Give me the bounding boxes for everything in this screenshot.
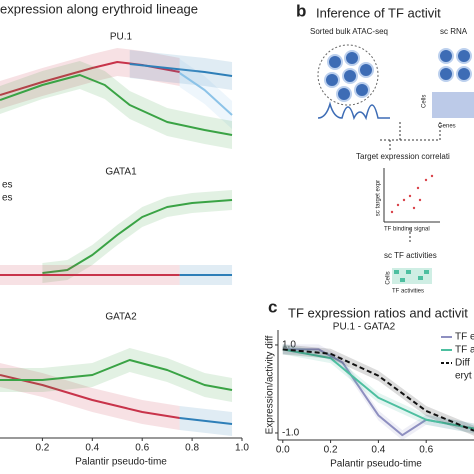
label: TF activities	[392, 289, 424, 295]
cell-cluster	[317, 44, 474, 150]
label: Genes	[438, 124, 456, 130]
line	[179, 72, 233, 116]
y-tick-label: 1.0	[282, 340, 296, 351]
chart-title: PU.1	[110, 32, 133, 43]
legend-label: eryt	[455, 371, 472, 382]
line	[179, 417, 233, 425]
x-tick-label: 0.0	[276, 445, 290, 456]
confidence-band	[179, 59, 233, 129]
confidence-band	[0, 348, 233, 402]
label: sc RNA	[440, 27, 468, 36]
line	[282, 348, 474, 432]
legend-label: Diff	[455, 358, 470, 369]
activity-grid	[392, 268, 432, 284]
x-tick-label: 0.8	[185, 443, 199, 454]
legend-label: es	[2, 193, 13, 204]
panel-letter: c	[268, 297, 277, 316]
panel-b-title: Inference of TF activit	[316, 5, 441, 20]
legend-label: TF e	[455, 332, 474, 343]
x-tick-label: 0.4	[371, 445, 385, 456]
confidence-band	[282, 344, 474, 441]
y-axis-label: Expression/activity diff	[265, 335, 276, 434]
confidence-band	[42, 190, 233, 283]
line	[42, 199, 233, 274]
label: Cells	[422, 95, 428, 108]
chart-title: GATA1	[105, 167, 137, 178]
x-tick-label: 0.2	[324, 445, 338, 456]
mini-scatter	[383, 168, 440, 244]
x-tick-label: 1.0	[235, 443, 249, 454]
label: TF binding signal	[384, 227, 430, 233]
label: Cells	[386, 271, 392, 284]
panel-letter: b	[296, 1, 306, 20]
confidence-band	[0, 61, 233, 149]
panel-c-title: TF expression ratios and activit	[288, 305, 468, 320]
label: Target expression correlati	[356, 152, 450, 161]
line	[129, 63, 233, 77]
x-axis-label: Palantir pseudo-time	[75, 457, 167, 468]
line	[282, 348, 474, 430]
label: sc target expr	[376, 180, 382, 216]
legend-label: es	[2, 180, 13, 191]
line	[0, 359, 233, 391]
x-tick-label: 0.6	[419, 445, 433, 456]
x-tick-label: 0.4	[85, 443, 99, 454]
line	[0, 374, 180, 419]
legend-label: TF a	[455, 345, 474, 356]
label: Sorted bulk ATAC-seq	[310, 27, 388, 36]
line	[0, 74, 233, 136]
x-axis-label: Palantir pseudo-time	[330, 459, 422, 470]
x-tick-label: 0.6	[135, 443, 149, 454]
panel-a-title: expression along erythroid lineage	[0, 1, 198, 16]
confidence-band	[282, 344, 474, 436]
chart-title: GATA2	[105, 312, 137, 323]
chart-title: PU.1 - GATA2	[333, 322, 396, 333]
y-tick-label: -1.0	[282, 428, 300, 439]
label: sc TF activities	[384, 251, 437, 260]
x-tick-label: 0.2	[35, 443, 49, 454]
